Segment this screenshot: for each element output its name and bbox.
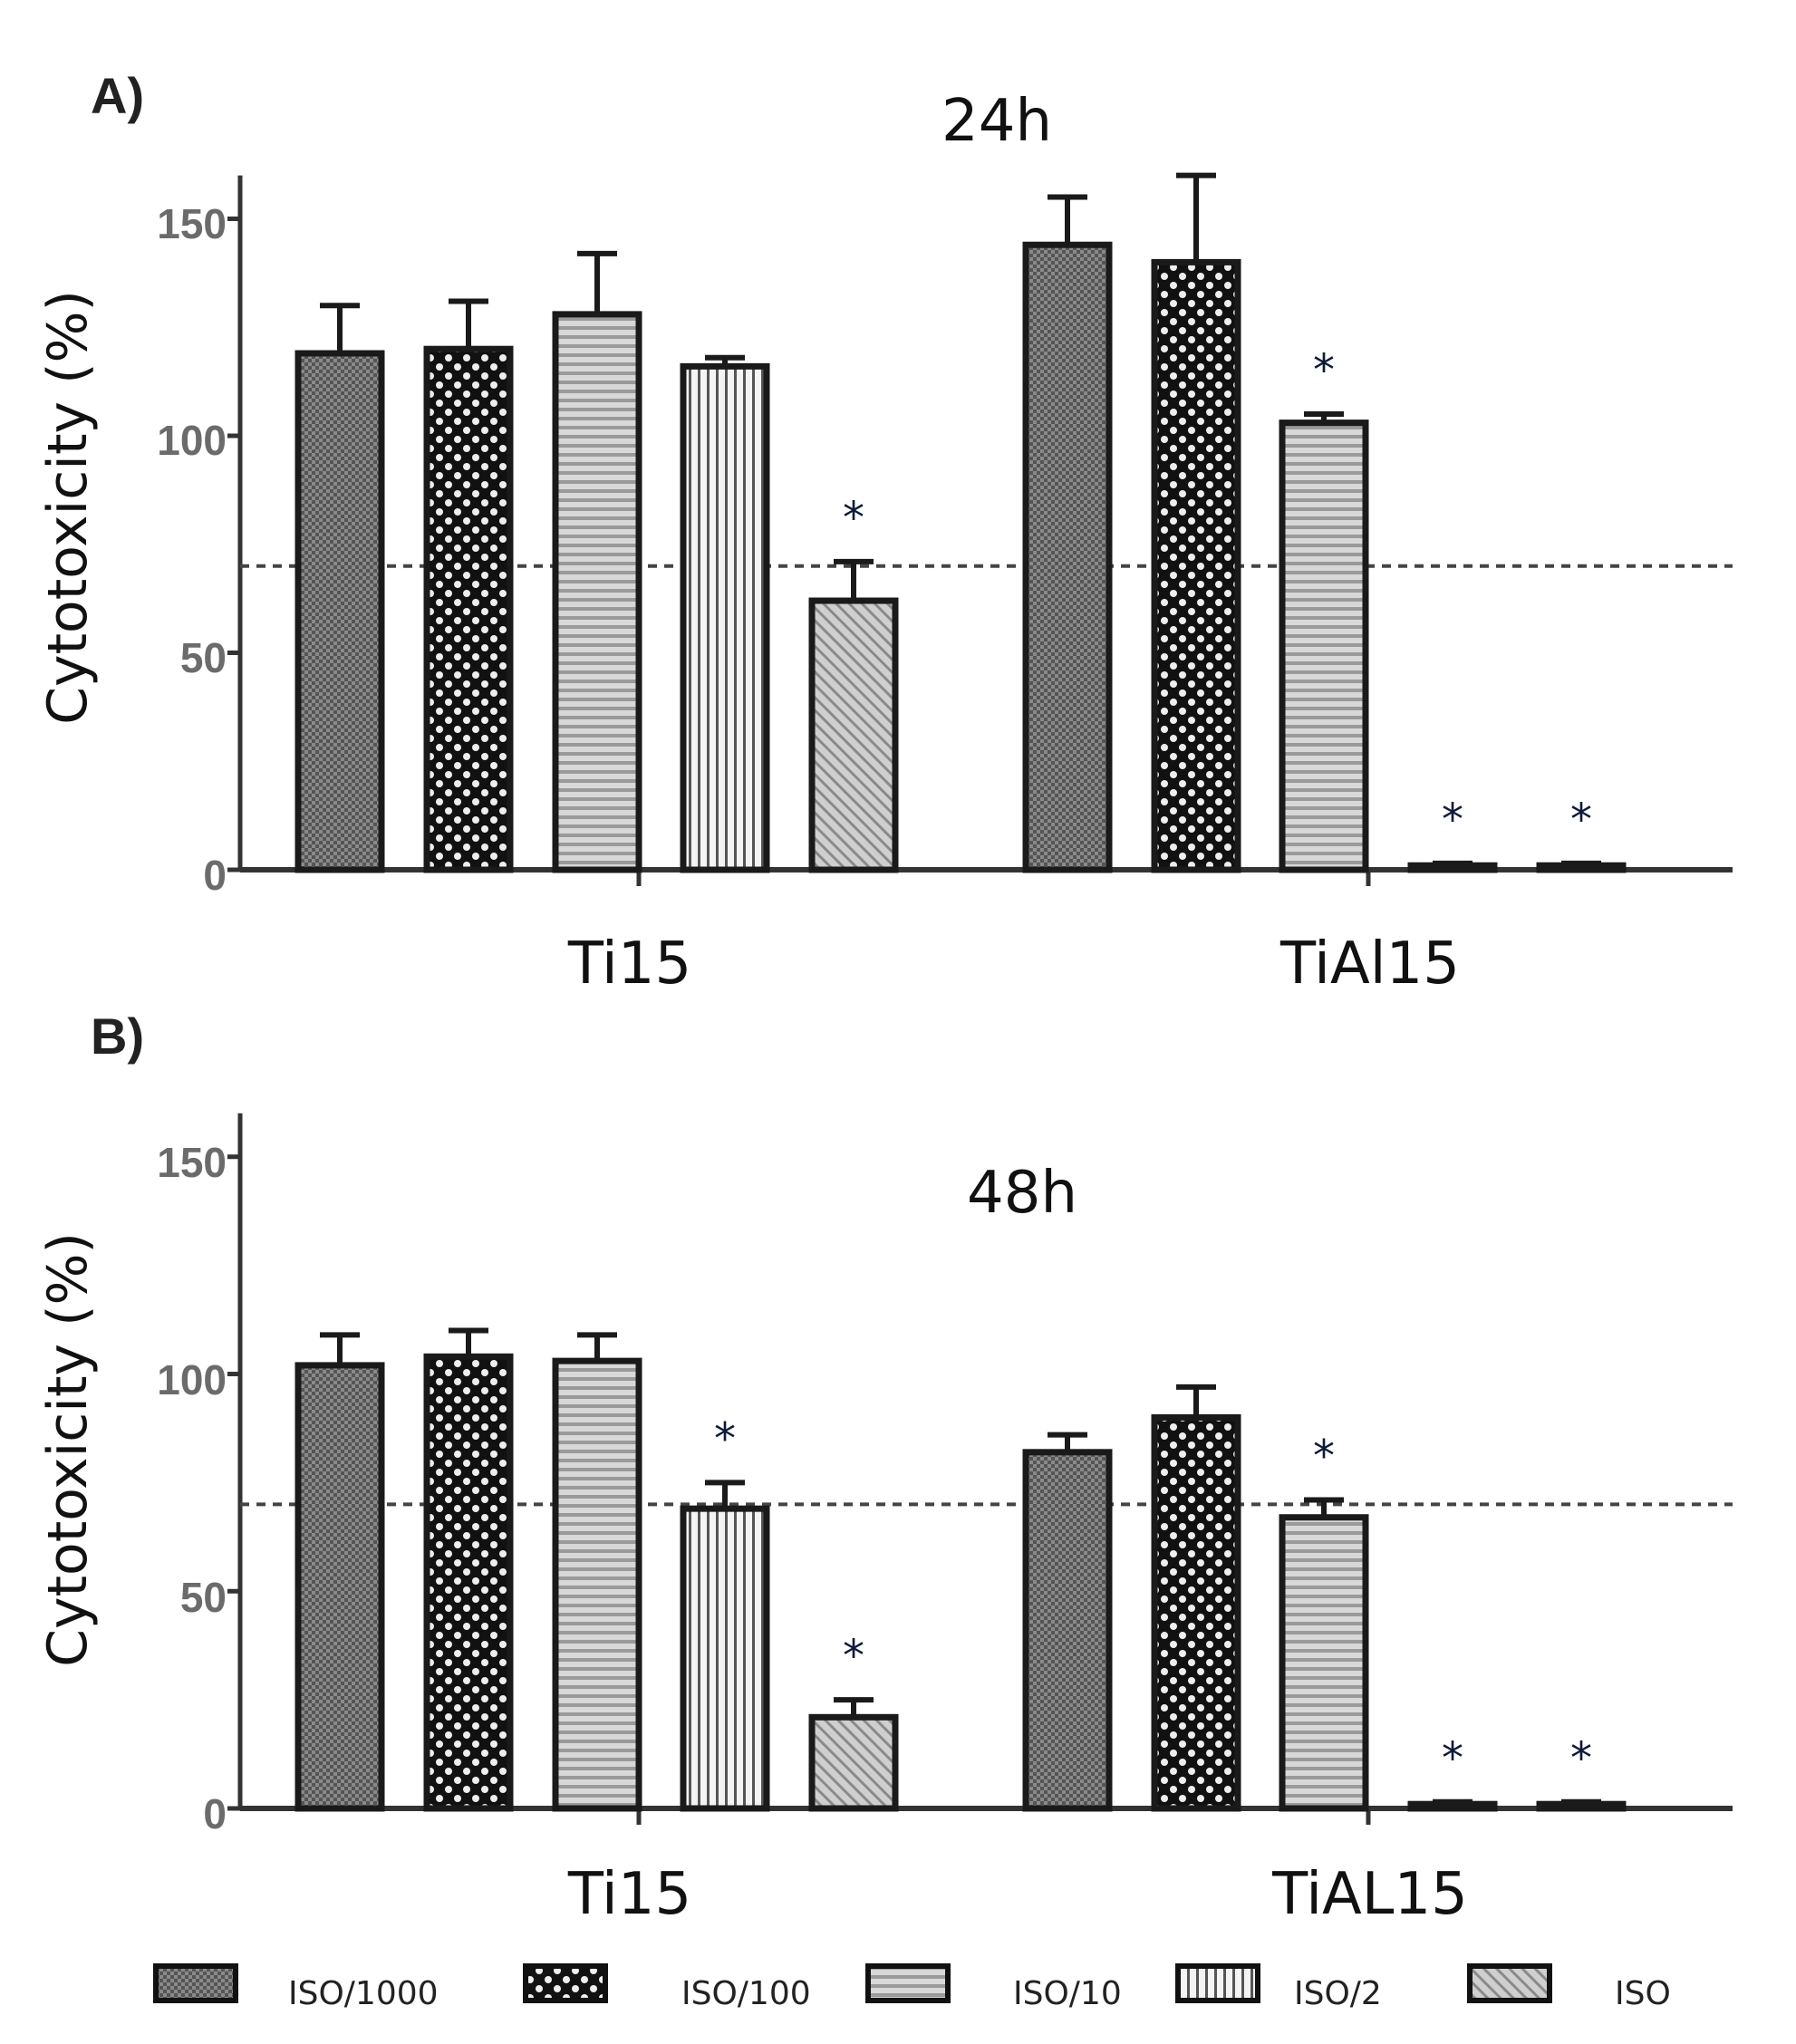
bar <box>1279 419 1369 873</box>
legend-swatch-iso2 <box>1175 1963 1260 2003</box>
legend-label-iso1000: ISO/1000 <box>288 1975 439 2012</box>
bar <box>1536 862 1627 873</box>
panel-a-ylabel: Cytotoxicity (%) <box>36 290 100 725</box>
bar <box>1407 862 1498 873</box>
panel-b-ytick-100: 100 <box>157 1356 227 1403</box>
panel-a-ytick-50: 50 <box>180 634 227 681</box>
bar <box>1407 1800 1498 1812</box>
bar <box>680 362 770 873</box>
significance-star: * <box>714 1413 736 1464</box>
panel-b-group-2: TiAL15 <box>1271 1861 1468 1928</box>
significance-star: * <box>1570 795 1592 845</box>
significance-star: * <box>1442 795 1463 845</box>
bar <box>423 345 514 873</box>
bar <box>1022 241 1113 873</box>
bar <box>295 1362 385 1812</box>
legend-swatch-iso <box>1467 1963 1552 2003</box>
panel-b-group-1: Ti15 <box>567 1861 691 1928</box>
panel-b-ylabel: Cytotoxicity (%) <box>36 1232 100 1667</box>
bar <box>680 1505 770 1812</box>
bar <box>295 350 385 873</box>
panel-b-ytick-150: 150 <box>157 1139 227 1186</box>
panel-a-label: A) <box>91 67 144 124</box>
significance-star: * <box>1570 1733 1592 1784</box>
bar <box>423 1353 514 1812</box>
legend-label-iso100: ISO/100 <box>681 1975 811 2012</box>
panel-a-title: 24h <box>941 88 1052 155</box>
legend-label-iso: ISO <box>1615 1975 1671 2012</box>
panel-a-ytick-0: 0 <box>203 852 227 899</box>
significance-star: * <box>1313 345 1335 396</box>
bar <box>552 1357 642 1812</box>
legend-label-iso2: ISO/2 <box>1294 1975 1382 2012</box>
significance-star: * <box>1313 1432 1335 1482</box>
bar <box>808 597 899 873</box>
legend-swatch-iso10 <box>865 1963 951 2003</box>
legend: ISO/1000 ISO/100 ISO/10 ISO/2 ISO <box>153 1963 1671 2012</box>
panel-a-group-2: TiAl15 <box>1279 930 1460 998</box>
bar <box>1151 1413 1241 1812</box>
panel-a-ytick-150: 150 <box>157 200 227 247</box>
bar <box>1279 1514 1369 1812</box>
legend-swatch-iso100 <box>523 1963 608 2003</box>
bar <box>1022 1449 1113 1812</box>
significance-star: * <box>1442 1733 1463 1784</box>
panel-b-plot: * * * * * <box>227 1113 1733 1825</box>
legend-swatch-iso1000 <box>153 1963 238 2003</box>
panel-b-label: B) <box>91 1008 144 1065</box>
panel-a-ytick-100: 100 <box>157 417 227 464</box>
panel-b-ytick-50: 50 <box>180 1574 227 1621</box>
legend-label-iso10: ISO/10 <box>1013 1975 1122 2012</box>
panel-b-ytick-0: 0 <box>203 1790 227 1837</box>
panel-b-title: 48h <box>967 1160 1077 1227</box>
panel-a-plot: * * * * <box>227 172 1733 886</box>
significance-star: * <box>843 1631 864 1682</box>
panel-a-group-1: Ti15 <box>567 930 691 998</box>
significance-star: * <box>843 493 864 544</box>
bar <box>1536 1800 1627 1812</box>
bar <box>552 311 642 873</box>
bar <box>808 1713 899 1812</box>
bar <box>1151 258 1241 873</box>
